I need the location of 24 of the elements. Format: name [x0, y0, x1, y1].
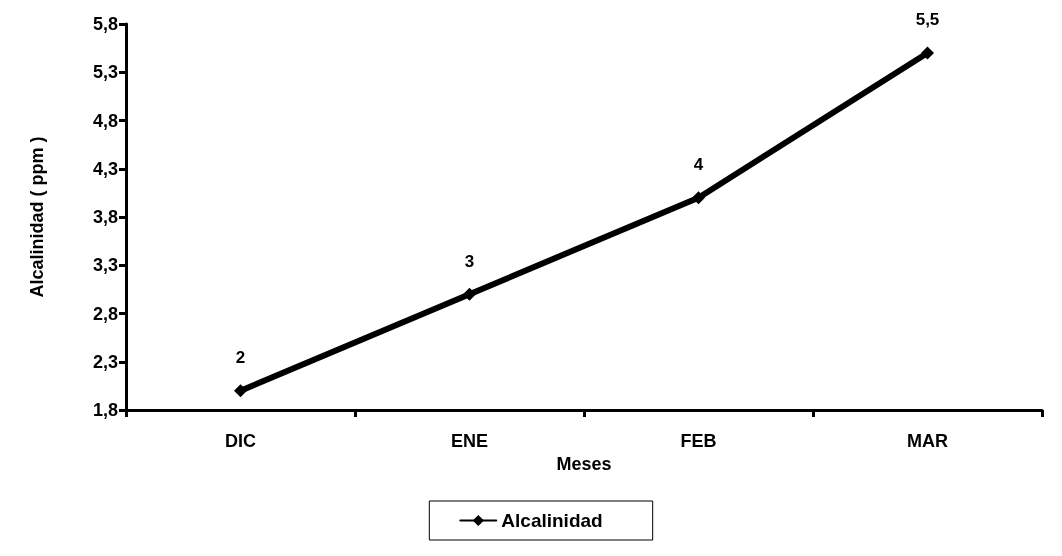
y-tick-label: 5,3	[92, 62, 118, 83]
y-tick-label: 5,8	[92, 14, 118, 34]
y-tick-label: 3,8	[92, 207, 118, 227]
point	[234, 384, 247, 398]
data-label: 2	[235, 348, 246, 368]
point	[692, 191, 705, 205]
y-tick-label: 4,8	[92, 110, 118, 131]
legend-label: Alcalinidad	[501, 510, 603, 531]
x-axis-title: Meses	[556, 453, 612, 474]
y-axis-title: Alcalinidad ( ppm )	[27, 136, 47, 298]
y-tick-label: 4,3	[92, 158, 118, 179]
data-label: 5,5	[915, 10, 940, 30]
y-tick-label: 3,3	[92, 255, 118, 276]
x-tick-label: ENE	[450, 431, 489, 451]
y-tick-label: 1,8	[92, 400, 118, 420]
data-label: 3	[464, 251, 475, 271]
x-tick-label: DIC	[225, 431, 256, 451]
point	[463, 287, 476, 301]
x-tick-label: FEB	[680, 431, 717, 451]
y-tick-label: 2,8	[92, 303, 118, 324]
point	[921, 46, 934, 60]
data-label: 4	[693, 155, 704, 175]
x-tick-label: MAR	[907, 431, 948, 451]
y-tick-label: 2,3	[92, 351, 118, 372]
